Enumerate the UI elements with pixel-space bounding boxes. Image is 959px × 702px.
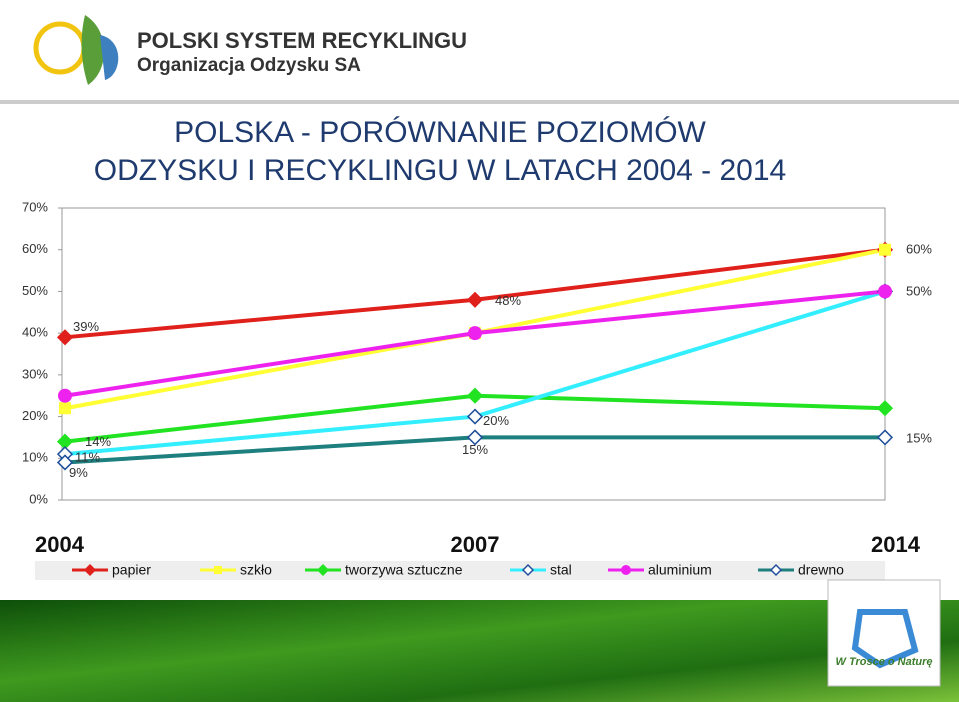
legend-label: stal bbox=[550, 562, 572, 578]
marker bbox=[878, 284, 892, 299]
chart-title: POLSKA - PORÓWNANIE POZIOMÓW bbox=[174, 116, 706, 149]
y-tick-label: 20% bbox=[22, 408, 48, 423]
logo bbox=[33, 15, 119, 85]
marker bbox=[876, 400, 894, 417]
y-tick-label: 40% bbox=[22, 325, 48, 340]
legend-marker bbox=[769, 563, 783, 577]
legend-label: papier bbox=[112, 562, 151, 578]
marker bbox=[466, 408, 484, 425]
data-label: 20% bbox=[483, 413, 509, 428]
legend-marker bbox=[316, 563, 330, 577]
legend-label: szkło bbox=[240, 562, 272, 578]
marker bbox=[58, 388, 72, 403]
legend-marker bbox=[83, 563, 97, 577]
background-leaves bbox=[0, 600, 959, 702]
data-label: 60% bbox=[906, 241, 932, 256]
data-label: 9% bbox=[69, 465, 88, 480]
y-tick-label: 0% bbox=[29, 491, 48, 506]
data-label: 15% bbox=[906, 430, 932, 445]
data-label: 15% bbox=[462, 442, 488, 457]
legend-label: tworzywa sztuczne bbox=[345, 562, 463, 578]
marker bbox=[468, 326, 482, 341]
header-rule bbox=[0, 100, 959, 104]
plot-frame bbox=[61, 207, 886, 501]
x-tick-label: 2007 bbox=[451, 532, 500, 557]
y-tick-label: 10% bbox=[22, 450, 48, 465]
legend-marker bbox=[521, 563, 535, 577]
data-label: 48% bbox=[495, 293, 521, 308]
marker bbox=[466, 429, 484, 446]
data-label: 11% bbox=[75, 450, 100, 465]
y-tick-label: 60% bbox=[22, 241, 48, 256]
marker bbox=[56, 454, 74, 471]
y-tick-label: 50% bbox=[22, 283, 48, 298]
marker bbox=[59, 402, 71, 415]
marker bbox=[56, 329, 74, 346]
marker bbox=[466, 387, 484, 404]
marker bbox=[466, 291, 484, 308]
data-label: 14% bbox=[85, 434, 111, 449]
legend-box bbox=[35, 561, 885, 580]
data-label: 50% bbox=[906, 283, 932, 298]
badge-text: W Trosce o Naturę bbox=[836, 656, 933, 668]
badge-icon bbox=[851, 609, 919, 669]
logo-line1: POLSKI SYSTEM RECYKLINGU bbox=[137, 28, 467, 53]
legend-label: drewno bbox=[798, 562, 844, 578]
y-tick-label: 70% bbox=[22, 199, 48, 214]
marker bbox=[879, 243, 891, 256]
x-tick-label: 2004 bbox=[35, 532, 85, 557]
marker bbox=[876, 429, 894, 446]
chart-title: ODZYSKU I RECYKLINGU W LATACH 2004 - 201… bbox=[94, 154, 786, 187]
y-tick-label: 30% bbox=[22, 366, 48, 381]
legend-marker bbox=[621, 565, 631, 575]
legend-label: aluminium bbox=[648, 562, 712, 578]
badge bbox=[827, 579, 941, 687]
logo-line2: Organizacja Odzysku SA bbox=[137, 55, 361, 76]
x-tick-label: 2014 bbox=[871, 532, 921, 557]
data-label: 39% bbox=[73, 319, 99, 334]
legend-marker bbox=[214, 566, 222, 574]
